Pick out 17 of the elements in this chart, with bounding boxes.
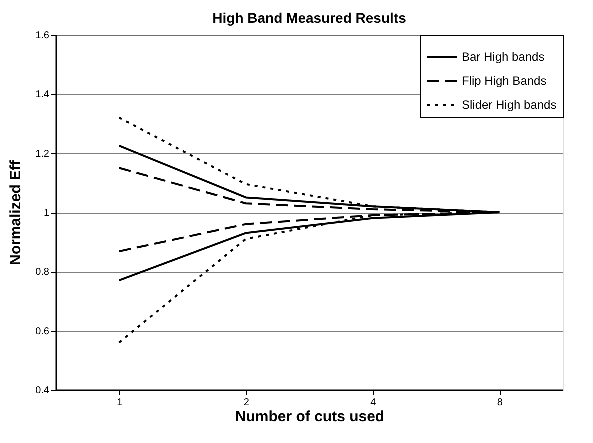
legend-label: Flip High Bands: [462, 74, 547, 88]
chart-title: High Band Measured Results: [212, 10, 407, 26]
legend-label: Bar High bands: [462, 50, 545, 64]
y-tick-label: 1.4: [36, 90, 50, 101]
y-tick-label: 1.2: [36, 148, 50, 160]
x-tick-label: 4: [370, 398, 377, 408]
x-axis-title: Number of cuts used: [235, 408, 385, 426]
legend-label: Slider High bands: [462, 98, 557, 112]
y-axis-title: Normalized Eff: [8, 159, 25, 266]
y-tick-label: 0.8: [36, 267, 50, 278]
y-tick-label: 1: [44, 208, 50, 219]
y-tick-label: 0.6: [36, 326, 50, 338]
y-tick-label: 0.4: [36, 386, 50, 396]
x-tick-label: 2: [244, 398, 250, 408]
x-tick-label: 8: [497, 398, 504, 408]
y-tick-label: 1.6: [36, 30, 50, 42]
x-tick-label: 1: [117, 398, 124, 408]
